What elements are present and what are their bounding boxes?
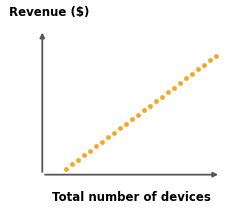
Point — [208, 59, 212, 62]
Point — [142, 108, 145, 112]
Point — [136, 113, 139, 116]
Point — [214, 54, 217, 58]
Point — [166, 90, 169, 94]
Point — [82, 154, 85, 157]
Point — [172, 86, 175, 89]
Text: Revenue ($): Revenue ($) — [9, 6, 90, 19]
Point — [190, 72, 193, 76]
Point — [160, 95, 163, 98]
Point — [184, 77, 188, 80]
Point — [88, 149, 91, 153]
Point — [202, 63, 205, 67]
Point — [76, 158, 79, 161]
Point — [196, 68, 200, 71]
Point — [106, 135, 110, 139]
Point — [148, 104, 151, 107]
Point — [112, 131, 115, 134]
Point — [64, 167, 67, 171]
Point — [118, 127, 121, 130]
Point — [94, 145, 97, 148]
Point — [130, 117, 133, 121]
Point — [154, 99, 157, 103]
Point — [178, 81, 181, 85]
Point — [70, 163, 73, 166]
Point — [100, 140, 103, 144]
Text: Total number of devices: Total number of devices — [52, 191, 211, 204]
Point — [124, 122, 127, 125]
